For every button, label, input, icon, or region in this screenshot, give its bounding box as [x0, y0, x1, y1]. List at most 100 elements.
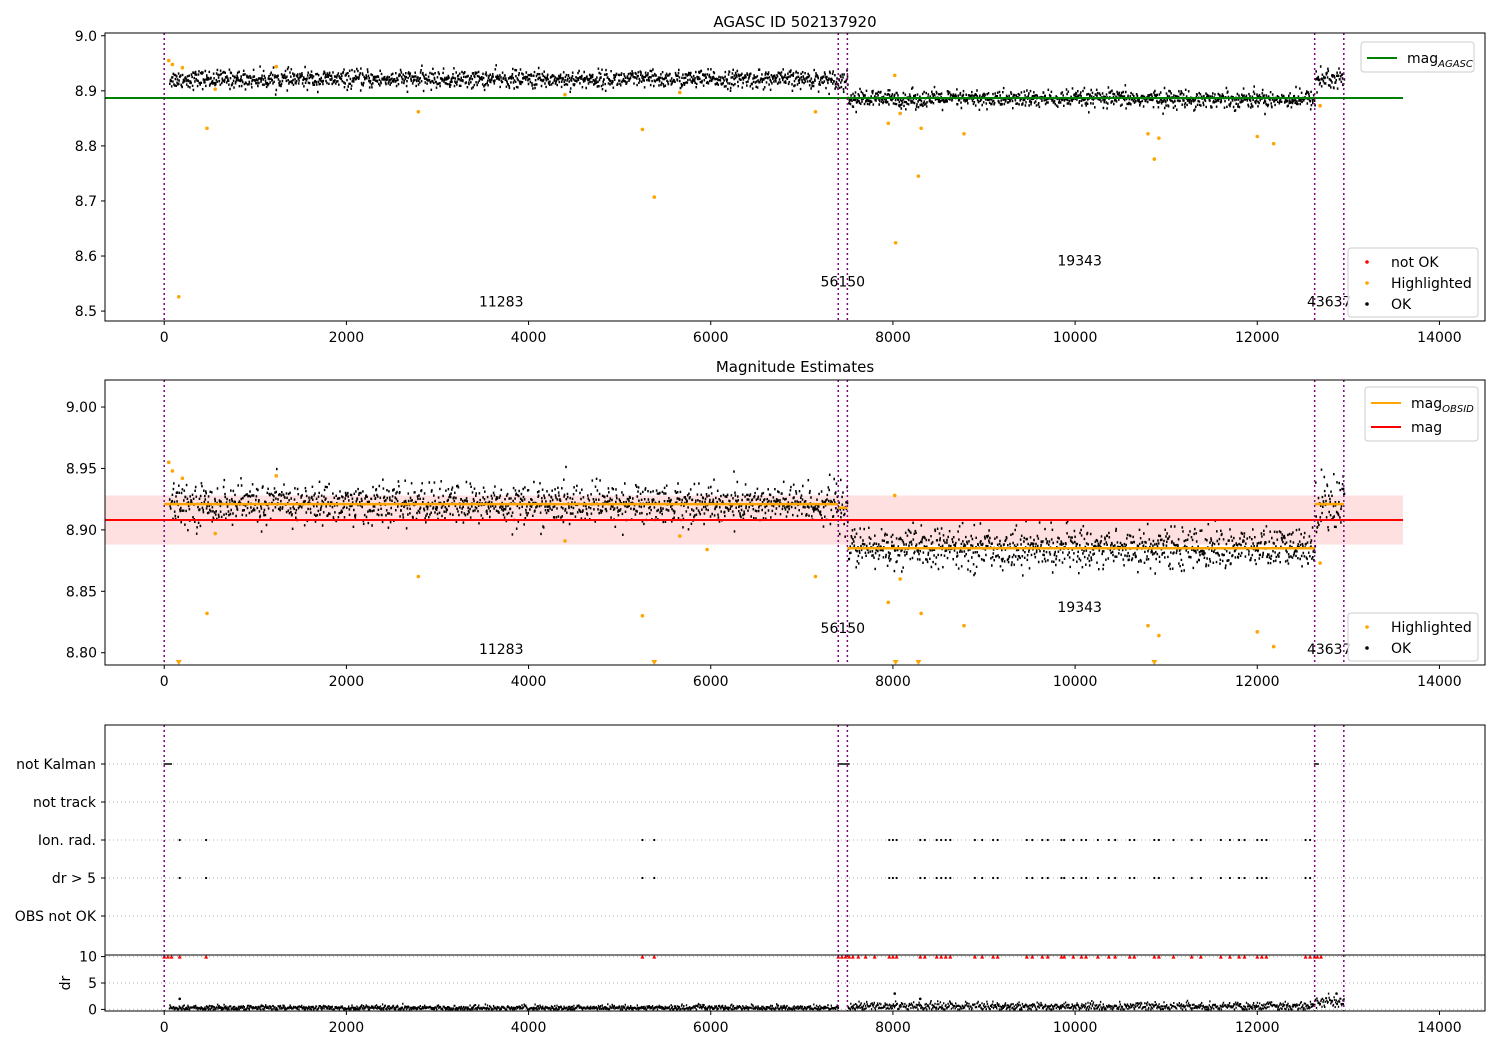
agasc-ytick-label: 8.7	[75, 194, 97, 210]
flag-event-point	[935, 876, 938, 880]
estimates-highlighted-point	[563, 539, 567, 543]
dr-xtick-label: 2000	[329, 1020, 365, 1036]
flag-event-point	[944, 838, 947, 842]
agasc-panel-frame	[104, 32, 1486, 322]
flag-event-point	[178, 838, 181, 842]
dr-clipped-marker	[1264, 954, 1269, 959]
flag-event-point	[1199, 876, 1202, 880]
dr-clipped-marker	[872, 954, 877, 959]
agasc-legend-marker-label: Highlighted	[1391, 276, 1472, 292]
estimates-xtick-label: 2000	[329, 674, 365, 690]
estimates-panel-frame	[104, 379, 1486, 666]
agasc-obsid-label: 56150	[821, 274, 866, 290]
estimates-xtick-label: 10000	[1053, 674, 1098, 690]
flag-event-point	[992, 838, 995, 842]
agasc-highlighted-point	[213, 87, 218, 91]
agasc-xtick-label: 0	[160, 330, 169, 346]
flag-event-point	[1025, 876, 1028, 880]
flag-event-point	[1063, 876, 1066, 880]
agasc-highlighted-point	[892, 73, 897, 78]
flag-event-point	[1114, 838, 1117, 842]
dr-clipped-marker	[1113, 954, 1118, 959]
flag-event-point	[1031, 838, 1034, 842]
flag-event-point	[1199, 838, 1202, 842]
dr-clipped-marker	[1198, 954, 1203, 959]
estimates-obsid-label: 56150	[821, 621, 866, 637]
dr-clipped-marker	[1127, 954, 1132, 959]
flag-event-point	[923, 876, 926, 880]
agasc-highlighted-point	[1271, 141, 1276, 146]
estimates-highlighted-point	[1318, 561, 1322, 565]
agasc-highlighted-point	[1146, 131, 1150, 136]
dr-clipped-marker	[939, 954, 944, 959]
dr-clipped-marker	[1040, 954, 1045, 959]
estimates-highlighted-point	[962, 623, 966, 628]
agasc-ok-points	[1315, 65, 1346, 94]
flag-event-point	[1172, 876, 1175, 880]
dr-ytick-label: 5	[88, 976, 97, 992]
estimates-highlighted-point	[1255, 630, 1260, 634]
agasc-highlighted-point	[416, 109, 421, 114]
flag-event-point	[895, 838, 898, 842]
dr-clipped-marker	[1024, 954, 1029, 959]
flag-event-point	[1172, 838, 1175, 842]
flag-event-point	[1072, 838, 1075, 842]
flag-event-point	[1084, 876, 1088, 880]
agasc-highlighted-point	[677, 90, 682, 95]
estimates-highlighted-point	[813, 574, 818, 579]
flag-event-run	[837, 763, 850, 765]
flag-event-point	[1107, 838, 1110, 842]
flag-row-label: not track	[33, 795, 97, 811]
dr-clipped-marker	[1084, 954, 1089, 959]
estimates-legend-marker	[1365, 625, 1369, 629]
agasc-legend-subscript: AGASC	[1437, 59, 1473, 70]
estimates-obsid-label: 19343	[1057, 600, 1102, 616]
dr-xtick-label: 10000	[1053, 1020, 1098, 1036]
agasc-highlighted-point	[919, 126, 923, 131]
dr-ytick-label: 10	[79, 950, 97, 966]
dr-clipped-marker	[850, 954, 855, 959]
estimates-ytick-label: 9.00	[66, 400, 97, 416]
flag-event-point	[1256, 838, 1259, 842]
agasc-legend-box	[1347, 247, 1479, 318]
agasc-xtick-label: 10000	[1053, 330, 1098, 346]
estimates-legend-box	[1347, 612, 1479, 662]
dr-clipped-marker	[652, 954, 657, 959]
dr-clipped-marker	[1045, 954, 1050, 959]
dr-clipped-marker	[995, 954, 1000, 959]
agasc-highlighted-point	[170, 62, 175, 67]
flag-event-point	[1031, 876, 1034, 880]
dr-clipped-marker	[922, 954, 927, 959]
estimates-obsid-label: 11283	[479, 642, 524, 658]
agasc-ytick-label: 8.6	[75, 249, 97, 265]
estimates-highlighted-point	[677, 534, 682, 538]
dr-clipped-marker	[980, 954, 985, 959]
flag-event-point	[919, 838, 922, 842]
magnitude-estimates-panel: Magnitude Estimates 11283 56150 19343 43637…	[66, 358, 1486, 690]
agasc-highlighted-point	[176, 294, 181, 299]
flag-event-point	[205, 876, 208, 880]
estimates-highlighted-point	[919, 611, 923, 616]
dr-clipped-marker	[1152, 954, 1157, 959]
agasc-highlighted-point	[1152, 157, 1157, 161]
flag-event-point	[641, 838, 644, 842]
agasc-highlighted-point	[166, 58, 171, 63]
agasc-highlighted-point	[886, 121, 891, 126]
agasc-magnitude-panel: AGASC ID 502137920 11283561501934343637 …	[75, 13, 1486, 346]
dr-xtick-label: 12000	[1235, 1020, 1280, 1036]
flag-event-point	[1256, 876, 1259, 880]
flag-event-point	[1157, 876, 1161, 880]
estimates-legend-marker	[1365, 646, 1369, 650]
agasc-obsid-label: 19343	[1057, 253, 1102, 269]
agasc-ytick-label: 8.9	[75, 84, 97, 100]
agasc-xtick-label: 2000	[329, 330, 365, 346]
dr-clipped-marker	[863, 954, 868, 959]
flag-event-point	[1228, 838, 1232, 842]
flag-event-point	[919, 876, 922, 880]
dr-clipped-marker	[843, 954, 848, 959]
agasc-ok-points	[838, 69, 849, 94]
flag-event-point	[891, 838, 895, 842]
agasc-ytick-label: 9.0	[75, 29, 97, 45]
agasc-legend-marker	[1365, 260, 1369, 264]
